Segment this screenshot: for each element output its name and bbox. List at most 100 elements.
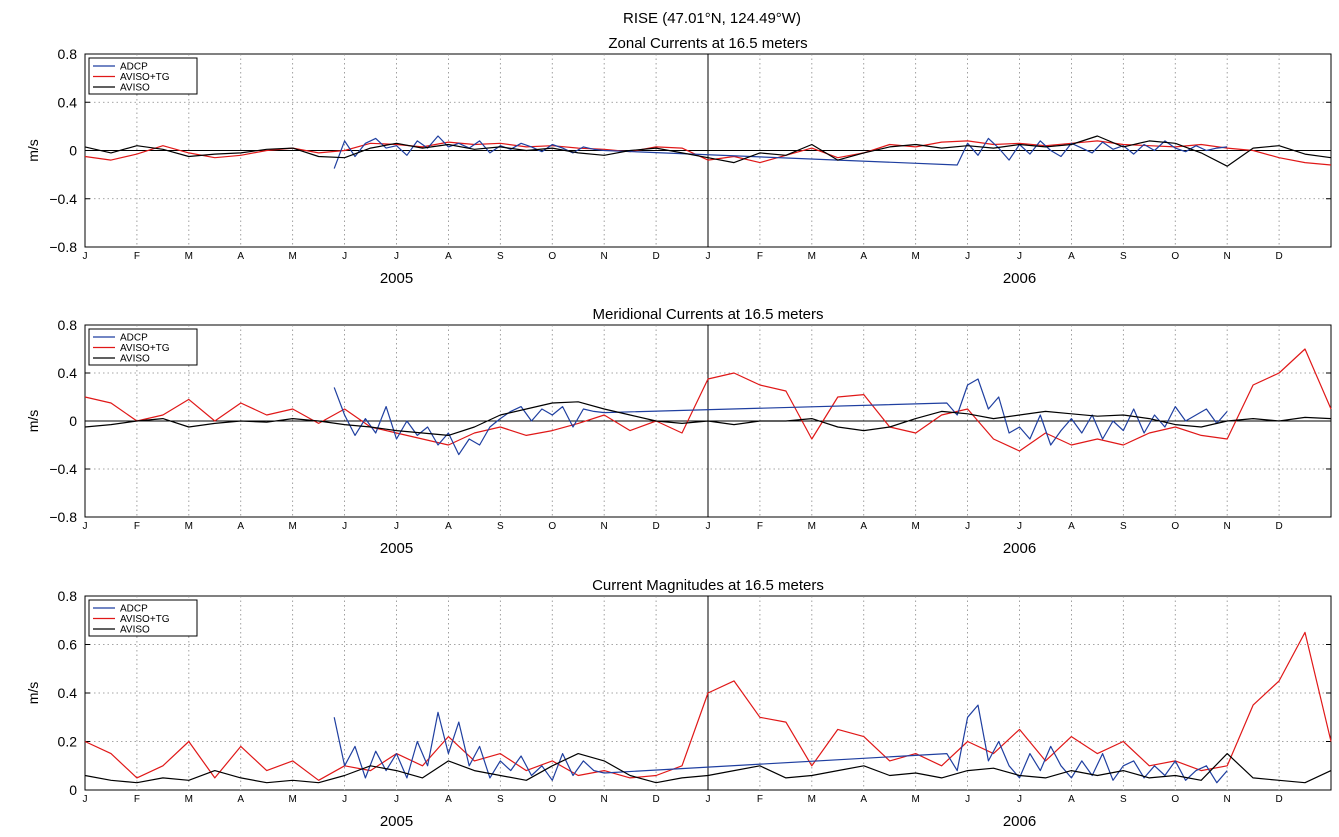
x-tick-label: M (911, 794, 919, 805)
x-tick-label: D (1275, 251, 1282, 262)
x-tick-label: M (185, 251, 193, 262)
series-line-aviso (84, 135, 1332, 167)
x-tick-label: J (83, 794, 88, 805)
x-tick-label: F (757, 794, 763, 805)
y-tick-label: 0.4 (58, 685, 78, 701)
x-tick-label: O (548, 521, 556, 532)
x-tick-label: M (288, 521, 296, 532)
x-tick-label: A (1068, 794, 1075, 805)
x-tick-label: N (601, 521, 608, 532)
legend-label: ADCP (120, 62, 148, 73)
x-tick-label: J (394, 794, 399, 805)
y-axis-label: m/s (25, 139, 41, 162)
x-tick-label: J (83, 521, 88, 532)
x-tick-label: J (706, 794, 711, 805)
x-tick-label: M (808, 794, 816, 805)
x-tick-label: D (652, 794, 659, 805)
x-tick-label: J (394, 251, 399, 262)
legend-label: AVISO (120, 625, 150, 636)
x-tick-label: M (808, 251, 816, 262)
x-tick-label: D (1275, 794, 1282, 805)
legend-label: AVISO (120, 83, 150, 94)
legend-label: AVISO (120, 354, 150, 365)
x-tick-label: M (911, 251, 919, 262)
y-tick-label: −0.8 (49, 509, 77, 525)
x-tick-label: N (601, 794, 608, 805)
x-tick-label: A (860, 251, 867, 262)
x-tick-label: J (1017, 251, 1022, 262)
x-tick-label: O (1171, 794, 1179, 805)
x-tick-label: S (1120, 521, 1127, 532)
year-label: 2006 (1003, 540, 1036, 557)
x-tick-label: A (445, 251, 452, 262)
y-tick-label: 0 (69, 782, 77, 798)
x-tick-label: M (185, 794, 193, 805)
x-tick-label: S (497, 251, 504, 262)
chart-panel-1: Zonal Currents at 16.5 meters 0.8 0.4 0 −0.4… (25, 35, 1332, 287)
x-tick-label: M (288, 794, 296, 805)
x-tick-label: M (288, 251, 296, 262)
x-tick-label: J (706, 521, 711, 532)
x-tick-label: A (237, 251, 244, 262)
x-tick-label: A (445, 521, 452, 532)
x-tick-label: M (185, 521, 193, 532)
legend-label: AVISO+TG (120, 614, 170, 625)
x-tick-label: O (1171, 521, 1179, 532)
chart-title: Zonal Currents at 16.5 meters (608, 35, 807, 52)
y-tick-label: 0.2 (58, 734, 78, 750)
y-tick-label: −0.4 (49, 461, 77, 477)
y-tick-label: 0.6 (58, 637, 78, 653)
y-axis-label: m/s (25, 410, 41, 433)
x-tick-label: J (706, 251, 711, 262)
x-tick-label: J (1017, 794, 1022, 805)
x-tick-label: F (134, 251, 140, 262)
x-tick-label: A (237, 794, 244, 805)
series-line-aviso-tg (84, 348, 1332, 452)
year-label: 2006 (1003, 270, 1036, 287)
year-label: 2006 (1003, 813, 1036, 830)
year-label: 2005 (380, 540, 413, 557)
x-tick-label: F (757, 521, 763, 532)
chart-panel-3: Current Magnitudes at 16.5 meters 0.8 0.6 0… (25, 577, 1332, 830)
x-tick-label: J (965, 251, 970, 262)
x-tick-label: J (394, 521, 399, 532)
x-tick-label: M (911, 521, 919, 532)
chart-title: Current Magnitudes at 16.5 meters (592, 577, 824, 594)
x-tick-label: J (83, 251, 88, 262)
x-tick-label: J (342, 251, 347, 262)
station-title: RISE (47.01°N, 124.49°W) (623, 10, 801, 27)
x-tick-label: S (497, 521, 504, 532)
x-tick-label: O (548, 794, 556, 805)
x-tick-label: D (1275, 521, 1282, 532)
x-tick-label: F (134, 794, 140, 805)
legend-label: AVISO+TG (120, 72, 170, 83)
x-tick-label: S (1120, 251, 1127, 262)
y-tick-label: 0.4 (58, 94, 78, 110)
x-tick-label: S (1120, 794, 1127, 805)
x-tick-label: J (342, 521, 347, 532)
x-tick-label: A (1068, 251, 1075, 262)
x-tick-label: N (601, 251, 608, 262)
chart-title: Meridional Currents at 16.5 meters (593, 306, 824, 323)
x-tick-label: O (548, 251, 556, 262)
x-tick-label: D (652, 251, 659, 262)
x-tick-label: J (965, 794, 970, 805)
series-line-aviso-tg (84, 631, 1332, 781)
x-tick-label: N (1224, 794, 1231, 805)
legend-label: ADCP (120, 333, 148, 344)
y-tick-label: 0.4 (58, 365, 78, 381)
y-tick-label: 0.8 (58, 46, 78, 62)
series-line-aviso (84, 752, 1332, 784)
x-tick-label: D (652, 521, 659, 532)
x-tick-label: A (237, 521, 244, 532)
y-axis-label: m/s (25, 682, 41, 705)
x-tick-label: N (1224, 521, 1231, 532)
y-tick-label: 0 (69, 143, 77, 159)
year-label: 2005 (380, 270, 413, 287)
x-tick-label: S (497, 794, 504, 805)
series-line-adcp (333, 704, 1228, 784)
x-tick-label: A (445, 794, 452, 805)
